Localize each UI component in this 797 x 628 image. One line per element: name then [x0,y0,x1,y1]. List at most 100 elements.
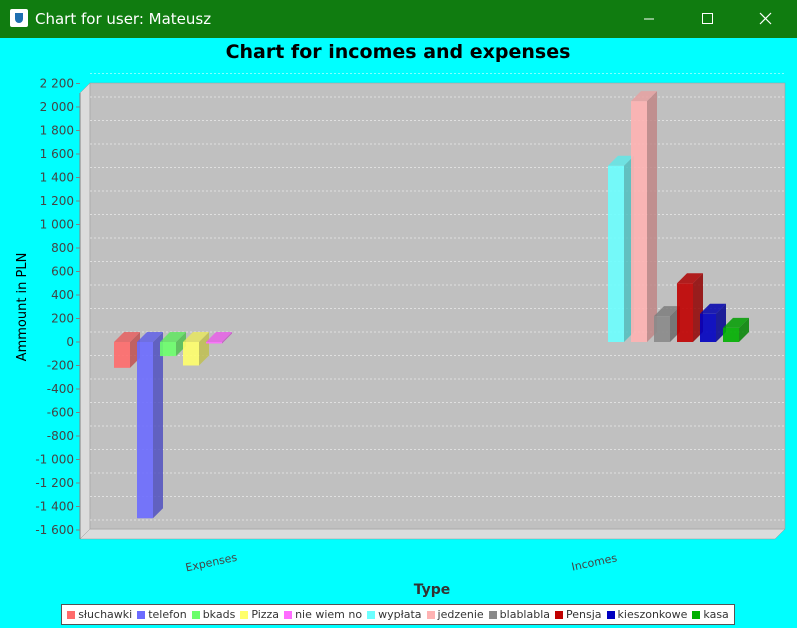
legend-swatch [367,610,376,619]
legend-swatch [692,610,701,619]
legend-item: Pensja [555,608,602,621]
legend-item: telefon [137,608,187,621]
legend-label: kieszonkowe [617,608,688,621]
legend-item: bkads [191,608,235,621]
y-axis-label: Ammount in PLN [15,253,30,362]
legend-swatch [555,610,564,619]
x-tick-label: Expenses [184,551,238,575]
bar-front-face [206,342,222,344]
minimize-button[interactable] [626,0,672,38]
legend-item: blablabla [488,608,550,621]
bar-side-face [153,332,163,519]
close-icon [759,12,772,25]
bar-side-face [222,332,232,344]
y-tick-label: 1 600 [40,147,74,161]
title-bar[interactable]: Chart for user: Mateusz [0,0,797,38]
legend-item: kasa [692,608,729,621]
java-cup-icon [10,9,28,27]
y-tick-label: -1 000 [35,453,74,467]
legend-item: słuchawki [67,608,132,621]
bar [206,332,232,344]
legend-swatch [426,610,435,619]
bar-front-face [700,313,716,342]
bar-side-face [647,91,657,342]
x-tick-label: Incomes [570,551,618,573]
bar-top-face [700,303,726,314]
y-tick-label: -800 [47,429,74,443]
plot-floor [79,528,786,540]
legend-label: Pensja [566,608,602,621]
bar-front-face [137,342,153,519]
bar-top-face [608,155,634,166]
legend-item: Pizza [240,608,279,621]
bar-top-face [183,332,209,342]
legend-swatch [137,610,146,619]
window-title: Chart for user: Mateusz [35,10,212,28]
bar [183,332,209,366]
bar-top-face [114,332,140,342]
legend-swatch [67,610,76,619]
legend-item: wypłata [367,608,422,621]
chart-title: Chart for incomes and expenses [226,41,571,63]
y-tick-label: -400 [47,382,74,396]
legend-swatch [284,610,293,619]
legend-swatch [606,610,615,619]
bar [114,332,140,368]
bar-side-face [739,317,749,342]
maximize-button[interactable] [684,0,730,38]
legend-swatch [488,610,497,619]
y-tick-label: -1 200 [35,476,74,490]
bar-top-face [654,306,680,317]
minimize-icon [644,18,654,20]
y-tick-label: 400 [51,288,74,302]
legend-swatch [240,610,249,619]
legend-swatch [191,610,200,619]
legend-label: nie wiem no [295,608,363,621]
bar [631,91,657,342]
y-tick-label: -600 [47,406,74,420]
plot-area [89,82,786,530]
x-axis-label: Type [414,582,451,598]
y-tick-label: -200 [47,359,74,373]
legend-label: telefon [148,608,187,621]
y-tick-label: 1 200 [40,194,74,208]
legend-item: nie wiem no [284,608,362,621]
legend-label: kasa [703,608,729,621]
y-tick-label: 2 000 [40,100,74,114]
y-tick-label: 0 [66,335,74,349]
y-tick-label: -1 600 [35,523,74,537]
bar-top-face [206,332,232,342]
bar-top-face [137,332,163,342]
bar-top-face [677,273,703,284]
legend-label: słuchawki [78,608,133,621]
bar-front-face [160,342,176,357]
y-tick-label: 2 200 [40,77,74,91]
legend-label: Pizza [251,608,280,621]
close-button[interactable] [742,0,788,38]
bar-front-face [608,165,624,342]
legend-label: jedzenie [437,608,484,621]
bar-front-face [677,283,693,342]
y-tick-label: 1 800 [40,124,74,138]
bar-front-face [723,327,739,342]
bar-side-face [176,332,186,357]
bar-top-face [160,332,186,342]
bar [723,317,749,342]
legend-item: kieszonkowe [606,608,688,621]
y-tick-label: -1 400 [35,500,74,514]
bar-front-face [183,342,199,366]
bar-chart: Chart for incomes and expenses -1 600 -1 … [15,41,786,598]
bar-front-face [114,342,130,368]
y-tick-label: 800 [51,241,74,255]
maximize-icon [702,13,713,24]
bar [677,273,703,342]
legend-item: jedzenie [426,608,484,621]
bar [137,332,163,519]
chart-legend: słuchawki telefon bkads Pizza nie wiem no wyp… [61,604,735,625]
bar [608,155,634,342]
plot-side-wall [79,82,91,540]
bar-front-face [654,316,670,342]
legend-label: wypłata [378,608,422,621]
y-tick-label: 1 400 [40,171,74,185]
